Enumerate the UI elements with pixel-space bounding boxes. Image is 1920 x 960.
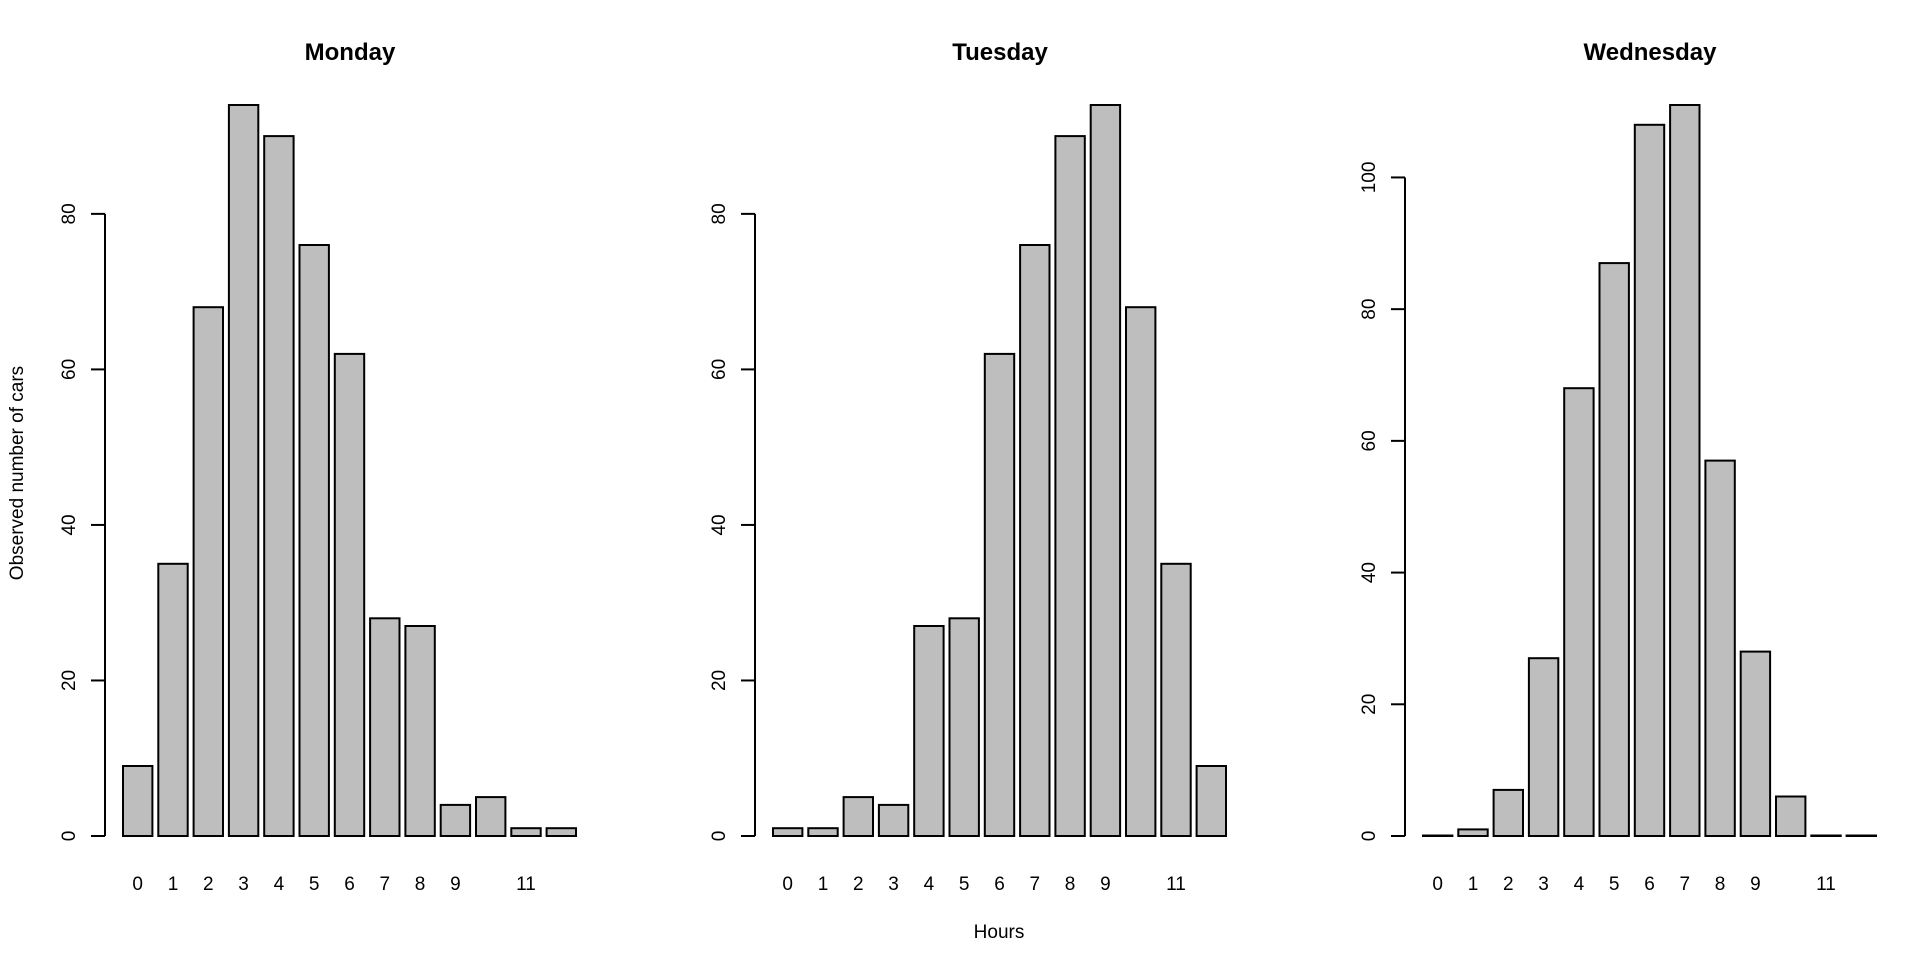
panel-wednesday: Wednesday 0 20 40 60 80 100 0 1 2 3 4 5 6 7 8 9 11 xyxy=(1359,39,1877,895)
panel-monday: Monday 0 20 40 60 80 0 1 2 3 4 5 6 7 8 9 11 xyxy=(59,39,577,895)
y-tick-label-tuesday-80: 80 xyxy=(709,203,730,224)
bar-tuesday-2 xyxy=(842,796,874,837)
y-tick-label-wednesday-100: 100 xyxy=(1359,162,1380,194)
panel-tuesday: Tuesday 0 20 40 60 80 0 1 2 3 4 5 6 7 8 9 11 xyxy=(709,39,1227,895)
x-tick-label-tuesday-0: 0 xyxy=(782,874,793,895)
x-tick-label-wednesday-1: 1 xyxy=(1468,874,1479,895)
x-axis-label: Hours xyxy=(974,922,1025,943)
bar-wednesday-3 xyxy=(1527,657,1560,838)
x-tick-label-tuesday-8: 8 xyxy=(1065,874,1076,895)
bar-wednesday-0 xyxy=(1422,834,1454,837)
bar-tuesday-9 xyxy=(1089,104,1122,837)
x-tick-label-tuesday-2: 2 xyxy=(853,874,864,895)
bar-tuesday-3 xyxy=(877,803,910,838)
y-axis-label: Observed number of cars xyxy=(7,366,28,580)
y-tick-label-monday-80: 80 xyxy=(59,203,80,224)
x-tick-label-wednesday-7: 7 xyxy=(1680,874,1691,895)
panel-title-monday: Monday xyxy=(305,39,396,66)
x-tick-label-monday-4: 4 xyxy=(274,874,285,895)
bar-wednesday-5 xyxy=(1598,262,1630,838)
panel-title-tuesday: Tuesday xyxy=(952,39,1048,66)
x-tick-label-tuesday-9: 9 xyxy=(1100,874,1111,895)
bar-tuesday-11 xyxy=(1160,562,1192,837)
y-tick-label-wednesday-60: 60 xyxy=(1359,430,1380,451)
x-tick-label-tuesday-1: 1 xyxy=(818,874,829,895)
bar-wednesday-7 xyxy=(1669,104,1701,837)
x-tick-label-monday-1: 1 xyxy=(168,874,179,895)
x-tick-label-tuesday-5: 5 xyxy=(959,874,970,895)
x-tick-label-wednesday-8: 8 xyxy=(1715,874,1726,895)
bar-wednesday-10 xyxy=(1775,795,1807,837)
x-tick-label-tuesday-3: 3 xyxy=(888,874,899,895)
bar-tuesday-1 xyxy=(807,827,839,838)
x-tick-label-monday-11: 11 xyxy=(516,874,536,895)
x-tick-label-monday-6: 6 xyxy=(344,874,355,895)
x-tick-label-wednesday-0: 0 xyxy=(1432,874,1443,895)
bar-tuesday-0 xyxy=(772,827,804,838)
bar-tuesday-6 xyxy=(983,352,1016,837)
bar-monday-1 xyxy=(157,562,189,837)
x-tick-label-tuesday-6: 6 xyxy=(994,874,1005,895)
y-tick-label-wednesday-0: 0 xyxy=(1359,831,1380,842)
bar-monday-4 xyxy=(263,135,295,838)
x-tick-label-wednesday-9: 9 xyxy=(1750,874,1761,895)
bar-wednesday-2 xyxy=(1492,788,1524,838)
bar-monday-6 xyxy=(333,352,366,837)
x-tick-label-monday-0: 0 xyxy=(132,874,143,895)
y-tick-label-wednesday-20: 20 xyxy=(1359,694,1380,715)
bar-monday-7 xyxy=(369,617,401,837)
x-tick-label-wednesday-6: 6 xyxy=(1644,874,1655,895)
y-tick-label-monday-60: 60 xyxy=(59,359,80,380)
bar-tuesday-7 xyxy=(1019,244,1051,837)
bar-monday-5 xyxy=(298,244,330,837)
bar-wednesday-11 xyxy=(1810,834,1842,837)
bar-tuesday-4 xyxy=(913,625,945,837)
bar-monday-12 xyxy=(545,827,577,838)
bar-wednesday-4 xyxy=(1563,387,1595,837)
y-tick-label-tuesday-0: 0 xyxy=(709,831,730,842)
y-tick-label-tuesday-40: 40 xyxy=(709,514,730,535)
y-tick-label-wednesday-80: 80 xyxy=(1359,299,1380,320)
bar-wednesday-6 xyxy=(1633,123,1666,838)
x-tick-label-monday-2: 2 xyxy=(203,874,214,895)
bar-wednesday-1 xyxy=(1457,828,1489,838)
bar-tuesday-5 xyxy=(948,617,980,837)
bar-wednesday-12 xyxy=(1845,834,1877,837)
x-tick-label-monday-3: 3 xyxy=(238,874,249,895)
x-tick-label-monday-5: 5 xyxy=(309,874,320,895)
panel-title-wednesday: Wednesday xyxy=(1584,39,1718,66)
x-tick-label-monday-9: 9 xyxy=(450,874,461,895)
bar-monday-10 xyxy=(475,796,507,837)
x-tick-label-tuesday-11: 11 xyxy=(1166,874,1186,895)
bar-monday-0 xyxy=(122,765,154,837)
x-tick-label-tuesday-7: 7 xyxy=(1030,874,1041,895)
x-tick-label-monday-8: 8 xyxy=(415,874,426,895)
x-tick-label-wednesday-3: 3 xyxy=(1538,874,1549,895)
bar-wednesday-9 xyxy=(1739,650,1772,837)
x-tick-label-wednesday-11: 11 xyxy=(1816,874,1836,895)
y-tick-label-monday-40: 40 xyxy=(59,514,80,535)
bar-tuesday-10 xyxy=(1125,306,1157,837)
x-tick-label-wednesday-2: 2 xyxy=(1503,874,1514,895)
bar-monday-3 xyxy=(227,104,260,837)
y-tick-label-monday-0: 0 xyxy=(59,831,80,842)
bar-monday-2 xyxy=(192,306,225,837)
x-tick-label-tuesday-4: 4 xyxy=(924,874,935,895)
x-tick-label-wednesday-5: 5 xyxy=(1609,874,1620,895)
x-tick-label-monday-7: 7 xyxy=(380,874,391,895)
bar-monday-9 xyxy=(439,803,472,838)
y-tick-label-monday-20: 20 xyxy=(59,670,80,691)
bar-tuesday-12 xyxy=(1195,765,1227,837)
x-tick-label-wednesday-4: 4 xyxy=(1574,874,1585,895)
bar-wednesday-8 xyxy=(1704,459,1736,837)
bar-monday-8 xyxy=(404,625,436,837)
y-tick-label-tuesday-20: 20 xyxy=(709,670,730,691)
y-tick-label-tuesday-60: 60 xyxy=(709,359,730,380)
bar-tuesday-8 xyxy=(1054,135,1086,838)
bar-monday-11 xyxy=(510,827,542,838)
y-tick-label-wednesday-40: 40 xyxy=(1359,562,1380,583)
